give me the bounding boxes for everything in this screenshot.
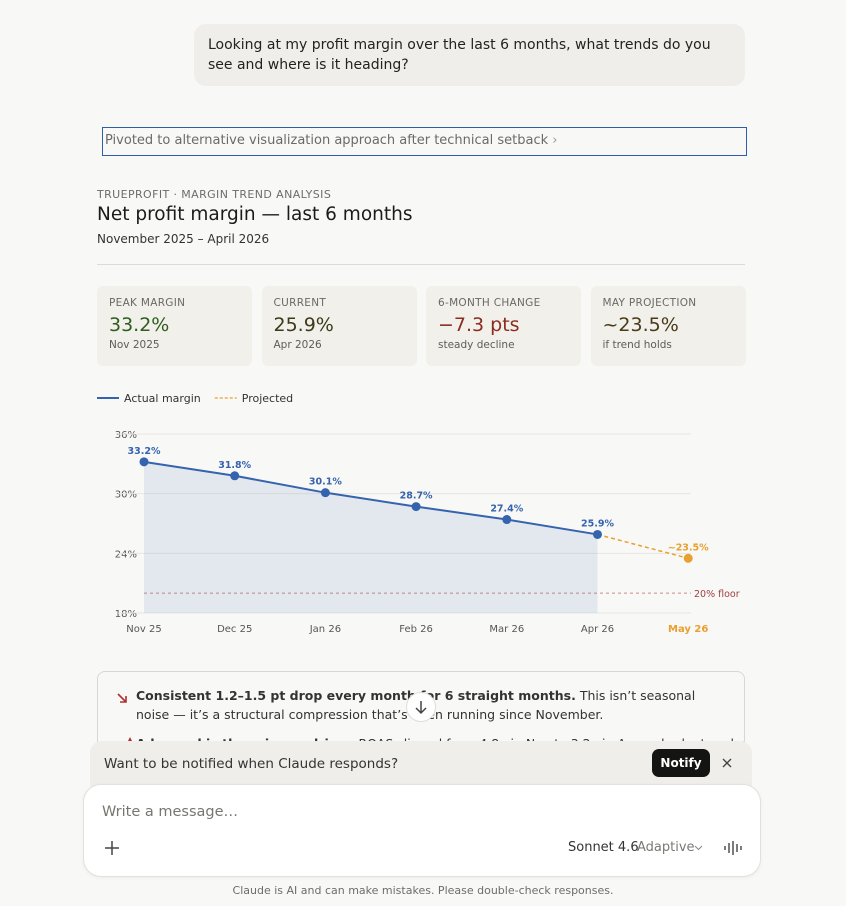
thinking-summary[interactable]: Pivoted to alternative visualization app…	[102, 127, 747, 156]
y-tick-label: 18%	[115, 609, 137, 620]
point	[139, 457, 149, 467]
eyebrow: TRUEPROFIT · MARGIN TREND ANALYSIS	[97, 188, 332, 201]
value-label: 28.7%	[400, 491, 433, 502]
stat-note: Nov 2025	[109, 339, 160, 351]
report-subtitle: November 2025 – April 2026	[97, 232, 270, 246]
insight-text: This isn’t seasonal noise — it’s a struc…	[136, 688, 696, 722]
divider	[97, 264, 745, 265]
x-tick-label: Nov 25	[126, 624, 161, 635]
point	[593, 529, 602, 539]
x-tick-label: Jan 26	[309, 624, 341, 635]
notification-text: Want to be notified when Claude responds…	[104, 756, 399, 772]
insight: Consistent 1.2–1.5 pt drop every month f…	[136, 686, 716, 724]
stat-note: Apr 2026	[273, 339, 322, 351]
icon-down-arrow	[117, 693, 127, 703]
legend-label: Actual margin	[124, 392, 201, 405]
notification-bar: Want to be notified when Claude responds…	[90, 741, 752, 791]
voice-button[interactable]	[723, 840, 743, 856]
stat-card: CURRENT 25.9% Apr 2026	[261, 286, 417, 366]
y-tick-label: 24%	[115, 549, 137, 560]
value-label: 25.9%	[581, 518, 614, 529]
composer[interactable]	[83, 784, 761, 877]
point	[502, 515, 512, 525]
area	[144, 461, 598, 613]
stat-value: ~23.5%	[602, 314, 679, 336]
icon-arrow	[415, 701, 427, 715]
value-label: 30.1%	[309, 477, 342, 488]
stat-note: if trend holds	[602, 339, 672, 351]
stat-label: MAY PROJECTION	[602, 297, 697, 309]
y-tick-label: 30%	[115, 490, 137, 501]
chart: Actual margin Projected 18% 24% 30% 36% Nov 25…	[97, 392, 740, 635]
thinking-text: Pivoted to alternative visualization app…	[105, 133, 549, 148]
model-mode[interactable]: Adaptive	[637, 840, 695, 855]
y-tick-label: 36%	[115, 430, 137, 441]
stat-label: PEAK MARGIN	[109, 297, 186, 309]
x-tick-label: Dec 25	[217, 624, 252, 635]
x-tick-label: Feb 26	[399, 624, 433, 635]
value-label: 27.4%	[490, 504, 523, 515]
reference-label: 20% floor	[694, 589, 740, 600]
report-title: Net profit margin — last 6 months	[97, 204, 413, 225]
stat-value: −7.3 pts	[438, 314, 520, 336]
chevron	[694, 845, 703, 851]
insight-lead: Consistent 1.2–1.5 pt drop every month f…	[136, 688, 576, 703]
value-label: 31.8%	[218, 460, 251, 471]
x-tick-label: Mar 26	[489, 624, 524, 635]
stat-value: 33.2%	[109, 314, 170, 336]
composer-placeholder[interactable]: Write a message…	[102, 804, 239, 820]
disclaimer: Claude is AI and can make mistakes. Plea…	[232, 884, 614, 897]
value-label: 33.2%	[128, 446, 161, 457]
stat-value: 25.9%	[273, 314, 334, 336]
scroll-down-button[interactable]	[406, 692, 436, 722]
x-tick-label: May 26	[668, 624, 708, 635]
model-name[interactable]: Sonnet 4.6	[568, 840, 639, 855]
user-message: Looking at my profit margin over the las…	[194, 24, 745, 86]
stat-label: CURRENT	[273, 297, 327, 309]
add-button[interactable]	[104, 840, 120, 856]
point	[320, 488, 330, 498]
legend-label: Projected	[242, 392, 293, 405]
stat-note: steady decline	[438, 339, 515, 351]
stat-label: 6-MONTH CHANGE	[438, 297, 541, 309]
stat-card: PEAK MARGIN 33.2% Nov 2025	[97, 286, 252, 366]
stat-card: 6-MONTH CHANGE −7.3 pts steady decline	[426, 286, 581, 366]
stat-card: MAY PROJECTION ~23.5% if trend holds	[590, 286, 746, 366]
x-tick-label: Apr 26	[581, 624, 614, 635]
line	[597, 533, 689, 560]
notify-button[interactable]: Notify	[652, 749, 710, 777]
value-label: ~23.5%	[668, 542, 709, 553]
point	[683, 553, 693, 563]
close-button[interactable]	[721, 757, 733, 769]
point	[230, 471, 240, 481]
point	[411, 502, 421, 512]
line	[143, 460, 598, 536]
